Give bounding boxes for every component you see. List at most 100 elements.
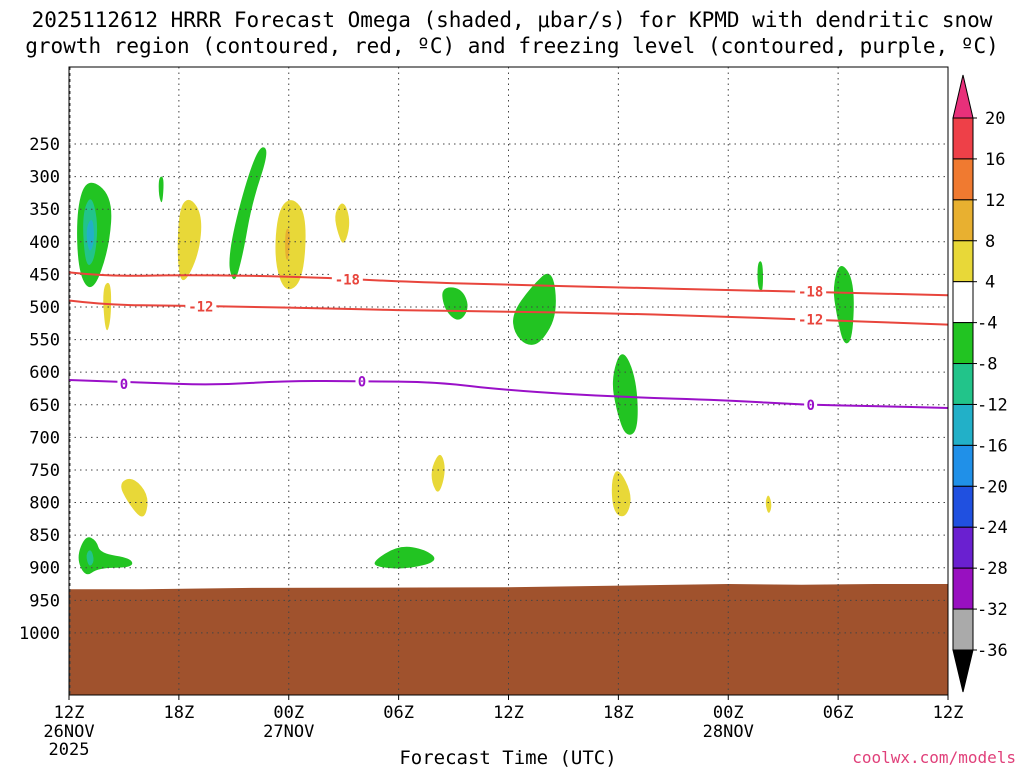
colorbar-segment-6 [952,322,974,365]
omega-region-5 [177,199,202,281]
colorbar-segment-3 [952,199,974,242]
x-tick-label: 18Z [603,703,634,723]
omega-region-8 [285,228,290,260]
omega-region-20 [78,537,133,575]
y-tick-label: 600 [29,363,60,383]
contour-label-bg [795,311,827,327]
y-tick-label: 1000 [19,624,60,644]
colorbar-label: 16 [985,150,1005,170]
contour-label-1: -18 [798,284,823,300]
colorbar: 20 16 12 8 4 -4 -8 -12 -16 -20 -24 -28 -32 -36 [952,74,1008,693]
omega-region-17 [611,471,631,517]
omega-region-21 [86,550,94,566]
colorbar-segment-1 [952,117,974,160]
omega-region-12 [612,354,638,435]
omega-region-14 [833,265,854,344]
colorbar-label: -32 [977,600,1008,620]
colorbar-segment-10 [952,485,974,528]
omega-region-9 [335,203,350,243]
colorbar-label: -28 [977,559,1008,579]
contour-label-bg [185,298,217,314]
x-tick-label: 12Z [54,703,85,723]
omega-region-18 [765,495,772,513]
x-tick-date: 27NOV [263,722,314,742]
colorbar-label: -16 [977,436,1008,456]
omega-region-16 [431,454,445,492]
contour-label-bg [117,375,131,391]
colorbar-label: -12 [977,395,1008,415]
contour-label-bg [795,283,827,299]
y-tick-label: 850 [29,526,60,546]
y-tick-label: 950 [29,591,60,611]
colorbar-segment-5 [952,281,974,324]
colorbar-segment-4 [952,240,974,283]
colorbar-segment-13 [952,608,974,651]
y-tick-label: 400 [29,233,60,253]
colorbar-segment-11 [952,526,974,569]
omega-region-2 [86,220,94,251]
y-tick-label: 450 [29,265,60,285]
colorbar-label: -36 [977,641,1008,661]
y-tick-label: 250 [29,135,60,155]
colorbar-label: -8 [977,355,997,375]
x-tick-date: 28NOV [703,722,754,742]
contour-label-3: -12 [798,312,823,328]
contour-label-2: -12 [188,299,213,315]
y-tick-label: 650 [29,396,60,416]
omega-region-11 [513,273,556,345]
colorbar-label: 12 [985,191,1005,211]
contour-label-0: -18 [335,273,360,289]
colorbar-label: -20 [977,477,1008,497]
contour-label-6: 0 [806,398,814,414]
colorbar-top-arrow [952,74,974,119]
x-axis-label: Forecast Time (UTC) [399,747,616,768]
colorbar-label: 8 [985,232,995,252]
omega-region-7 [275,200,306,290]
y-tick-label: 750 [29,461,60,481]
y-tick-label: 900 [29,559,60,579]
chart-title-line1: 2025112612 HRRR Forecast Omega (shaded, … [32,8,993,32]
y-tick-label: 350 [29,200,60,220]
x-tick-label: 00Z [713,703,744,723]
omega-region-4 [158,176,164,203]
omega-region-3 [103,282,112,331]
colorbar-segment-7 [952,363,974,405]
y-tick-label: 800 [29,494,60,514]
colorbar-label: -24 [977,518,1008,538]
y-tick-label: 550 [29,331,60,351]
watermark: coolwx.com/models [852,748,1016,767]
y-tick-label: 500 [29,298,60,318]
contour-label-layer: -18 -18 -12 -12 0 0 0 [117,271,827,414]
chart-title-line2: growth region (contoured, red, ºC) and f… [25,34,999,58]
colorbar-label: 4 [985,273,995,293]
omega-region-15 [121,478,148,517]
omega-layer [77,147,854,575]
contour-label-4: 0 [120,377,128,393]
x-tick-label: 06Z [383,703,414,723]
omega-region-13 [757,261,763,292]
contour-label-5: 0 [358,374,366,390]
colorbar-segment-9 [952,444,974,487]
x-tick-date: 26NOV [43,722,94,742]
colorbar-segment-2 [952,158,974,201]
colorbar-segment-12 [952,567,974,610]
contour-freezing-level [68,379,949,409]
colorbar-label: 20 [985,109,1005,129]
x-tick-label: 00Z [273,703,304,723]
omega-region-6 [229,147,267,280]
colorbar-segment-8 [952,403,974,446]
colorbar-bottom-arrow [952,649,974,693]
contour-dgz-minus-18 [68,271,949,297]
y-axis: 250 300 350 400 450 500 550 600 650 700 750 800 850 9… [19,135,60,644]
contour-label-bg [331,271,363,287]
x-tick-year: 2025 [49,740,90,760]
x-tick-label: 12Z [933,703,964,723]
contour-label-bg [355,373,369,389]
x-tick-label: 06Z [823,703,854,723]
grid-layer [69,67,948,695]
omega-region-19 [374,546,435,569]
y-tick-label: 700 [29,428,60,448]
x-tick-label: 12Z [493,703,524,723]
